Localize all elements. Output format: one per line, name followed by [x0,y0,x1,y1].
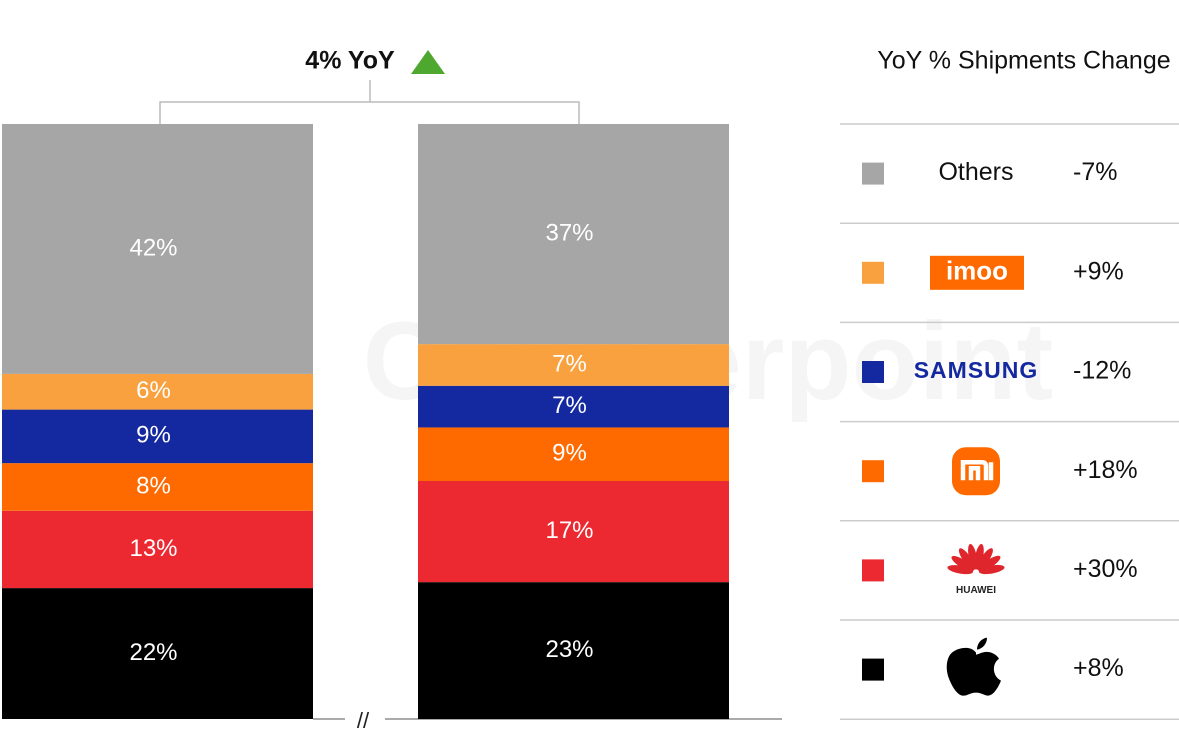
bar-segment [418,481,729,583]
legend-row: SAMSUNG -12% [862,357,1131,385]
yoy-change: -7% [1073,158,1117,186]
brand-logo-text: HUAWEI [956,585,996,596]
bar-segment [418,124,729,345]
legend-swatch [862,162,884,185]
bar-segment [418,385,729,428]
data-label: 6% [136,377,171,404]
legend-swatch [862,261,884,284]
legend-swatch [862,658,884,681]
huawei-petal [958,548,976,571]
mi-glyph [960,459,994,481]
brand-logo-text: SAMSUNG [914,357,1039,383]
legend-row: imoo +9% [862,256,1124,290]
bracket [159,80,580,124]
legend-label: Others [938,158,1013,186]
huawei-petal [951,555,974,572]
up-arrow [411,50,445,74]
data-label: 22% [129,639,177,666]
chart-title: 4% YoY [305,47,395,75]
brand-logo-text: imoo [946,256,1008,286]
bar-segment [2,588,313,719]
huawei-petal [978,555,1001,572]
huawei-petal [976,548,993,571]
yoy-change: -12% [1073,357,1131,385]
bar-segment [2,510,313,589]
data-label: 37% [545,219,593,246]
legend-swatch [862,559,884,582]
legend-row: HUAWEI +30% [862,543,1138,596]
yoy-change: +8% [1073,654,1124,682]
data-label: 42% [129,234,177,261]
bar-segment [2,373,313,410]
legend-title: YoY % Shipments Change [877,47,1170,75]
axis-break: // [357,708,370,733]
yoy-change: +18% [1073,456,1138,484]
bar-segment [418,582,729,719]
yoy-change: +9% [1073,257,1124,285]
bar-segment [2,409,313,464]
bar-segment [2,124,313,374]
data-label: 8% [136,472,171,499]
apple-logo [946,637,1001,696]
data-label: 13% [129,535,177,562]
legend-row: Others -7% [862,158,1117,186]
bar-segment [418,344,729,386]
data-label: 9% [136,422,171,449]
legend-row: +8% [862,637,1124,696]
imoo-logo [930,255,1024,290]
legend-swatch [862,460,884,483]
data-label: 7% [552,392,587,419]
data-label: 7% [552,350,587,377]
data-label: 9% [552,440,587,467]
bar-segment [2,463,313,511]
yoy-change: +30% [1073,555,1138,583]
legend-row: +18% [862,447,1138,496]
huawei-petal [978,564,1005,575]
bar-segment [418,427,729,481]
data-label: 17% [545,517,593,544]
data-label: 23% [545,636,593,663]
legend-swatch [862,361,884,383]
